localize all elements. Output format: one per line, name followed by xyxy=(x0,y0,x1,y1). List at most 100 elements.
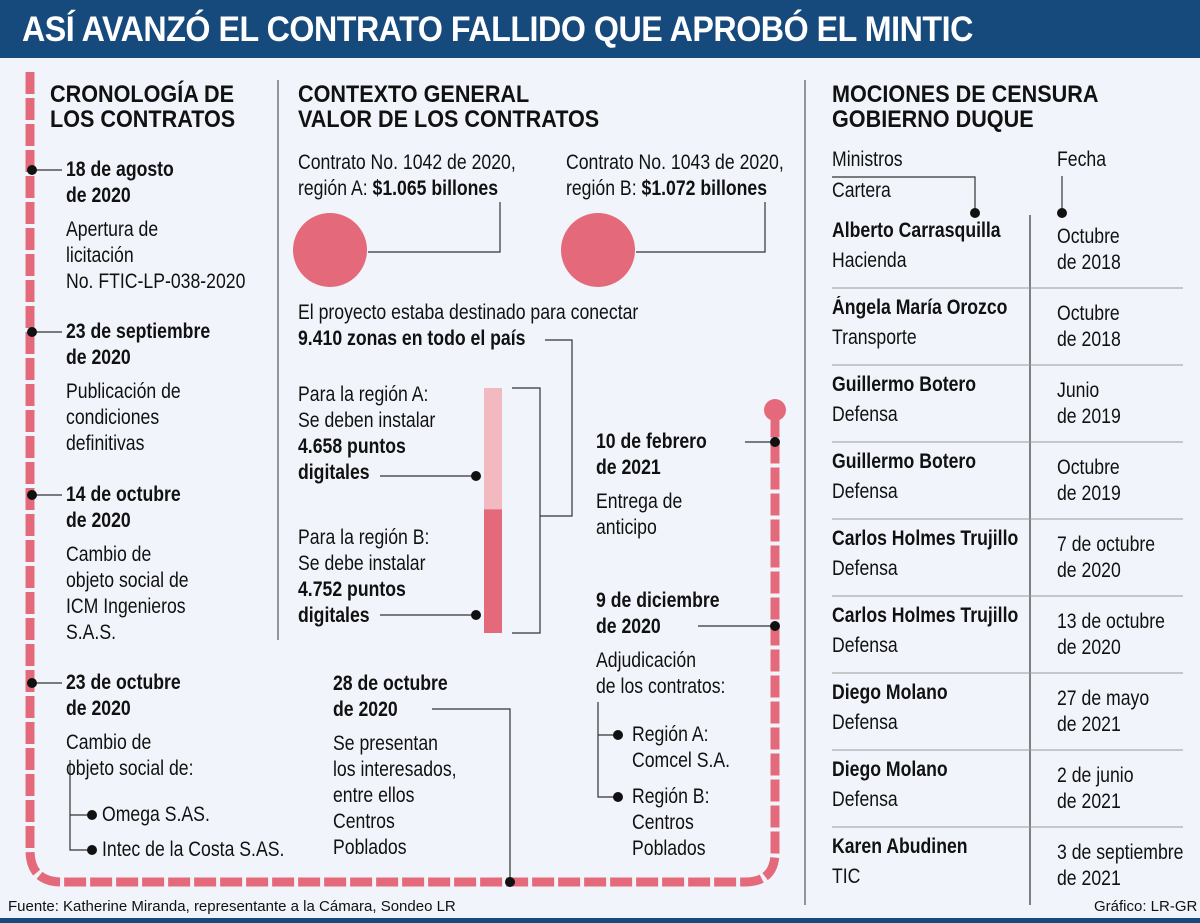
event-desc: No. FTIC-LP-038-2020 xyxy=(66,270,246,293)
text-line: Para la región A: xyxy=(298,383,429,406)
contract-region: región B: xyxy=(566,177,642,200)
table-row: Diego Molano Defensa xyxy=(832,757,948,813)
table-date: 7 de octubre de 2020 xyxy=(1057,532,1155,584)
date-line: 27 de mayo xyxy=(1057,687,1150,710)
minister-name: Guillermo Botero xyxy=(832,373,977,396)
table-date: Octubre de 2019 xyxy=(1057,455,1121,507)
event-desc: Poblados xyxy=(333,836,407,859)
event-date: de 2020 xyxy=(66,697,131,720)
heading-line: CONTEXTO GENERAL xyxy=(298,81,530,108)
text-line: digitales xyxy=(298,604,370,627)
date-line: de 2020 xyxy=(1057,636,1121,659)
minister-cartera: Defensa xyxy=(832,711,898,734)
left-heading: CRONOLOGÍA DE LOS CONTRATOS xyxy=(50,82,235,132)
date-line: de 2021 xyxy=(1057,867,1121,890)
date-line: Junio xyxy=(1057,379,1100,402)
contract-line: Contrato No. 1043 de 2020, xyxy=(566,151,784,174)
date-line: de 2018 xyxy=(1057,251,1121,274)
table-row: Guillermo Botero Defensa xyxy=(832,372,976,428)
table-date: Junio de 2019 xyxy=(1057,378,1121,430)
timeline-event: 9 de diciembre de 2020 Adjudicación de los … xyxy=(596,588,725,700)
event-date: 18 de agosto xyxy=(66,158,174,181)
sub-item: Región B: Centros Poblados xyxy=(632,784,709,862)
date-line: 2 de junio xyxy=(1057,764,1134,787)
region-b-text: Para la región B: Se debe instalar 4.752 p… xyxy=(298,525,429,629)
minister-name: Alberto Carrasquilla xyxy=(832,219,1001,242)
connector-dots xyxy=(27,165,1067,887)
table-row: Alberto Carrasquilla Hacienda xyxy=(832,218,1001,274)
event-desc: ICM Ingenieros xyxy=(66,595,186,618)
footer-bar xyxy=(0,918,1200,923)
event-date: de 2020 xyxy=(66,509,131,532)
minister-cartera: Transporte xyxy=(832,326,917,349)
heading-line: GOBIERNO DUQUE xyxy=(832,106,1034,133)
event-desc: entre ellos xyxy=(333,784,415,807)
table-date: 3 de septiembre de 2021 xyxy=(1057,840,1183,892)
row-separators xyxy=(832,287,1183,828)
minister-cartera: TIC xyxy=(832,865,861,888)
event-date: de 2021 xyxy=(596,456,661,479)
text-line: Para la región B: xyxy=(298,526,430,549)
heading-line: MOCIONES DE CENSURA xyxy=(832,81,1099,108)
minister-name: Guillermo Botero xyxy=(832,450,977,473)
project-line: El proyecto estaba destinado para conect… xyxy=(298,301,639,324)
event-desc: Entrega de xyxy=(596,490,683,513)
table-date: 27 de mayo de 2021 xyxy=(1057,686,1149,738)
timeline-end-dot xyxy=(764,399,786,421)
minister-cartera: Defensa xyxy=(832,788,898,811)
text-line: digitales xyxy=(298,461,370,484)
event-date: 9 de diciembre xyxy=(596,589,720,612)
table-row: Guillermo Botero Defensa xyxy=(832,449,976,505)
event-desc: los interesados, xyxy=(333,758,457,781)
event-desc: Cambio de xyxy=(66,731,152,754)
event-desc: S.A.S. xyxy=(66,621,117,644)
event-desc: Centros xyxy=(333,810,395,833)
sub-item: Región A: Comcel S.A. xyxy=(632,722,730,774)
event-desc: de los contratos: xyxy=(596,675,726,698)
list-item: Intec de la Costa S.AS. xyxy=(102,838,285,861)
date-line: de 2019 xyxy=(1057,482,1121,505)
table-row: Diego Molano Defensa xyxy=(832,680,948,736)
event-date: de 2020 xyxy=(596,615,661,638)
minister-name: Carlos Holmes Trujillo xyxy=(832,604,1019,627)
contract-region: región A: xyxy=(298,177,373,200)
middle-heading: CONTEXTO GENERAL VALOR DE LOS CONTRATOS xyxy=(298,82,599,132)
text-line: 4.752 puntos xyxy=(298,578,406,601)
date-line: Octubre xyxy=(1057,302,1120,325)
sub-item: Omega S.AS. xyxy=(102,802,210,828)
minister-cartera: Defensa xyxy=(832,480,898,503)
zones-line: 9.410 zonas en todo el país xyxy=(298,327,526,350)
text-line: Se deben instalar xyxy=(298,409,436,432)
date-line: de 2020 xyxy=(1057,559,1121,582)
date-line: de 2021 xyxy=(1057,713,1121,736)
date-line: Octubre xyxy=(1057,456,1120,479)
table-date: Octubre de 2018 xyxy=(1057,301,1121,353)
event-desc: Adjudicación xyxy=(596,649,697,672)
event-date: de 2020 xyxy=(333,698,398,721)
credit-note: Gráfico: LR-GR xyxy=(1094,898,1198,915)
contract-a-label: Contrato No. 1042 de 2020, región A: $1.0… xyxy=(298,150,516,202)
minister-cartera: Defensa xyxy=(832,634,898,657)
event-desc: definitivas xyxy=(66,432,145,455)
date-line: de 2018 xyxy=(1057,328,1121,351)
date-line: de 2019 xyxy=(1057,405,1121,428)
col-fecha: Fecha xyxy=(1057,148,1107,171)
bar-region-a xyxy=(484,388,502,510)
contract-b-label: Contrato No. 1043 de 2020, región B: $1.0… xyxy=(566,150,784,202)
date-line: Octubre xyxy=(1057,225,1120,248)
table-date: Octubre de 2018 xyxy=(1057,224,1121,276)
text-line: 4.658 puntos xyxy=(298,435,406,458)
event-date: 23 de octubre xyxy=(66,671,181,694)
timeline-event: 18 de agosto de 2020 Apertura de licitación… xyxy=(66,157,245,295)
source-note: Fuente: Katherine Miranda, representante… xyxy=(8,898,456,915)
region-a-text: Para la región A: Se deben instalar 4.658 … xyxy=(298,382,435,486)
header-bar: ASÍ AVANZÓ EL CONTRATO FALLIDO QUE APROB… xyxy=(0,0,1200,58)
right-heading: MOCIONES DE CENSURA GOBIERNO DUQUE xyxy=(832,82,1098,132)
date-line: 3 de septiembre xyxy=(1057,841,1184,864)
event-date: de 2020 xyxy=(66,346,131,369)
minister-cartera: Hacienda xyxy=(832,249,907,272)
table-date: 13 de octubre de 2020 xyxy=(1057,609,1165,661)
table-row: Karen Abudinen TIC xyxy=(832,834,968,890)
heading-line: VALOR DE LOS CONTRATOS xyxy=(298,106,600,133)
